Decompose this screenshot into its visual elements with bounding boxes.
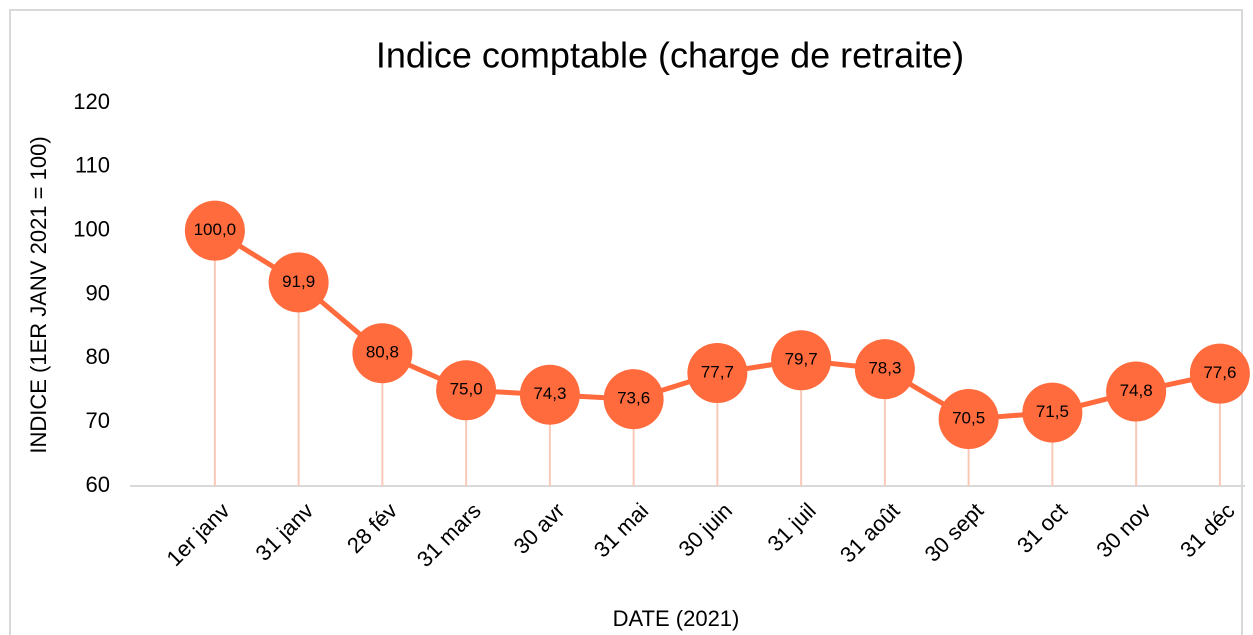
- data-label: 77,6: [1203, 363, 1236, 382]
- y-axis-title: INDICE (1ER JANV 2021 = 100): [26, 136, 51, 453]
- chart-frame: [9, 9, 1243, 635]
- marker: [436, 360, 497, 421]
- x-tick-label: 31 oct: [1012, 498, 1072, 558]
- data-label: 75,0: [450, 380, 483, 399]
- x-tick-label: 31 mars: [412, 498, 486, 572]
- data-label: 77,7: [701, 362, 734, 381]
- marker: [687, 343, 748, 404]
- chart-title: Indice comptable (charge de retraite): [376, 35, 964, 76]
- y-tick-label: 110: [75, 153, 110, 178]
- x-tick-label: 28 fév: [342, 498, 402, 558]
- data-label: 74,8: [1120, 381, 1153, 400]
- x-tick-label: 30 sept: [920, 498, 989, 567]
- y-tick-label: 60: [86, 472, 110, 497]
- data-label: 71,5: [1036, 402, 1069, 421]
- data-label: 73,6: [617, 389, 650, 408]
- marker: [352, 323, 413, 384]
- data-label: 80,8: [366, 343, 399, 362]
- y-tick-label: 80: [86, 344, 110, 369]
- x-tick-label: 31 janv: [250, 498, 318, 566]
- marker: [184, 200, 245, 261]
- y-tick-label: 100: [73, 216, 110, 241]
- y-tick-label: 70: [86, 408, 110, 433]
- marker: [1022, 382, 1083, 443]
- data-label: 74,3: [533, 384, 566, 403]
- marker: [771, 330, 832, 391]
- y-tick-label: 120: [73, 89, 110, 114]
- marker: [1106, 361, 1167, 422]
- x-tick-label: 31 mai: [589, 498, 653, 562]
- x-tick-label: 1er janv: [161, 498, 234, 571]
- x-axis-title: DATE (2021): [613, 606, 740, 631]
- marker: [854, 339, 915, 400]
- x-tick-label: 30 nov: [1091, 498, 1155, 562]
- x-tick-label: 31 juil: [762, 498, 820, 556]
- x-tick-label: 30 avr: [509, 498, 570, 559]
- data-label: 70,5: [952, 408, 985, 427]
- x-tick-label: 31 août: [835, 498, 905, 568]
- marker: [603, 369, 664, 430]
- data-label: 78,3: [868, 359, 901, 378]
- marker: [519, 364, 580, 425]
- y-tick-label: 90: [86, 280, 110, 305]
- data-label: 79,7: [785, 350, 818, 369]
- data-label: 100,0: [194, 220, 237, 239]
- marker: [938, 388, 999, 449]
- x-tick-label: 31 déc: [1175, 498, 1239, 562]
- marker: [1189, 343, 1250, 404]
- marker: [268, 252, 329, 313]
- x-tick-label: 30 juin: [673, 498, 737, 562]
- data-label: 91,9: [282, 272, 315, 291]
